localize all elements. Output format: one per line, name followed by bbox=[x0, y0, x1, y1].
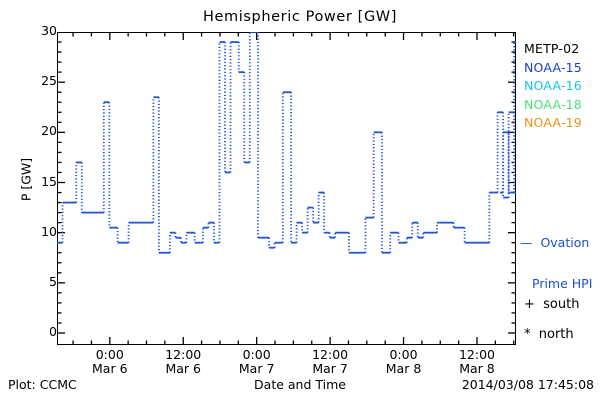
y-tick-label: 20 bbox=[41, 123, 57, 139]
legend-entry-noaa-18[interactable]: NOAA-18 bbox=[524, 96, 582, 112]
legend: METP-02 NOAA-15 NOAA-16 NOAA-18 NOAA-19 bbox=[524, 40, 600, 133]
x-tick-label: 12:00 Mar 6 bbox=[143, 348, 223, 375]
plot-credit: Plot: CCMC bbox=[8, 377, 77, 392]
y-tick-label: 0 bbox=[49, 324, 57, 339]
x-tick-time: 12:00 bbox=[458, 347, 495, 362]
legend-entry-metp-02[interactable]: METP-02 bbox=[524, 41, 580, 56]
plot-area bbox=[57, 32, 516, 345]
legend-ovation-line1: — Ovation bbox=[520, 235, 590, 250]
x-tick-label: 12:00 Mar 7 bbox=[290, 348, 370, 375]
legend-entry-noaa-19[interactable]: NOAA-19 bbox=[524, 115, 582, 130]
chart-canvas bbox=[57, 32, 516, 345]
x-tick-date: Mar 8 bbox=[385, 360, 422, 376]
y-tick-label: 30 bbox=[41, 23, 57, 38]
x-tick-label: 12:00 Mar 8 bbox=[437, 348, 517, 375]
x-tick-label: 0:00 Mar 8 bbox=[364, 348, 444, 375]
x-tick-time: 12:00 bbox=[312, 347, 349, 362]
y-tick-label: 15 bbox=[41, 173, 57, 189]
y-tick-label: 5 bbox=[49, 273, 57, 289]
page-title: Hemispheric Power [GW] bbox=[203, 9, 397, 25]
legend-south-marker: + south bbox=[524, 297, 580, 312]
legend-entry-noaa-15[interactable]: NOAA-15 bbox=[524, 59, 582, 75]
x-axis-title: Date and Time bbox=[254, 377, 346, 392]
x-tick-time: 0:00 bbox=[242, 347, 271, 362]
x-tick-date: Mar 6 bbox=[165, 360, 201, 376]
x-tick-date: Mar 7 bbox=[312, 360, 348, 376]
x-tick-date: Mar 8 bbox=[459, 360, 495, 376]
y-tick-label: 25 bbox=[41, 73, 57, 89]
y-axis: 0 5 10 15 20 25 30 bbox=[0, 0, 57, 400]
series-0 bbox=[57, 32, 516, 254]
y-tick-label: 10 bbox=[41, 223, 57, 239]
x-tick-label: 0:00 Mar 6 bbox=[70, 348, 150, 375]
legend-entry-noaa-16[interactable]: NOAA-16 bbox=[524, 78, 582, 93]
legend-ovation-line2: Prime HPI bbox=[532, 275, 593, 291]
x-tick-date: Mar 6 bbox=[92, 360, 128, 376]
series-1 bbox=[499, 41, 516, 194]
x-tick-time: 0:00 bbox=[95, 347, 124, 362]
x-tick-time: 12:00 bbox=[165, 347, 202, 362]
legend-ovation-prime: — Ovation Prime HPI bbox=[520, 209, 600, 317]
x-tick-date: Mar 7 bbox=[238, 360, 275, 376]
x-tick-time: 0:00 bbox=[389, 347, 418, 362]
legend-north-marker: * north bbox=[524, 327, 574, 342]
plot-timestamp: 2014/03/08 17:45:08 bbox=[461, 377, 594, 392]
x-tick-label: 0:00 Mar 7 bbox=[217, 348, 297, 375]
